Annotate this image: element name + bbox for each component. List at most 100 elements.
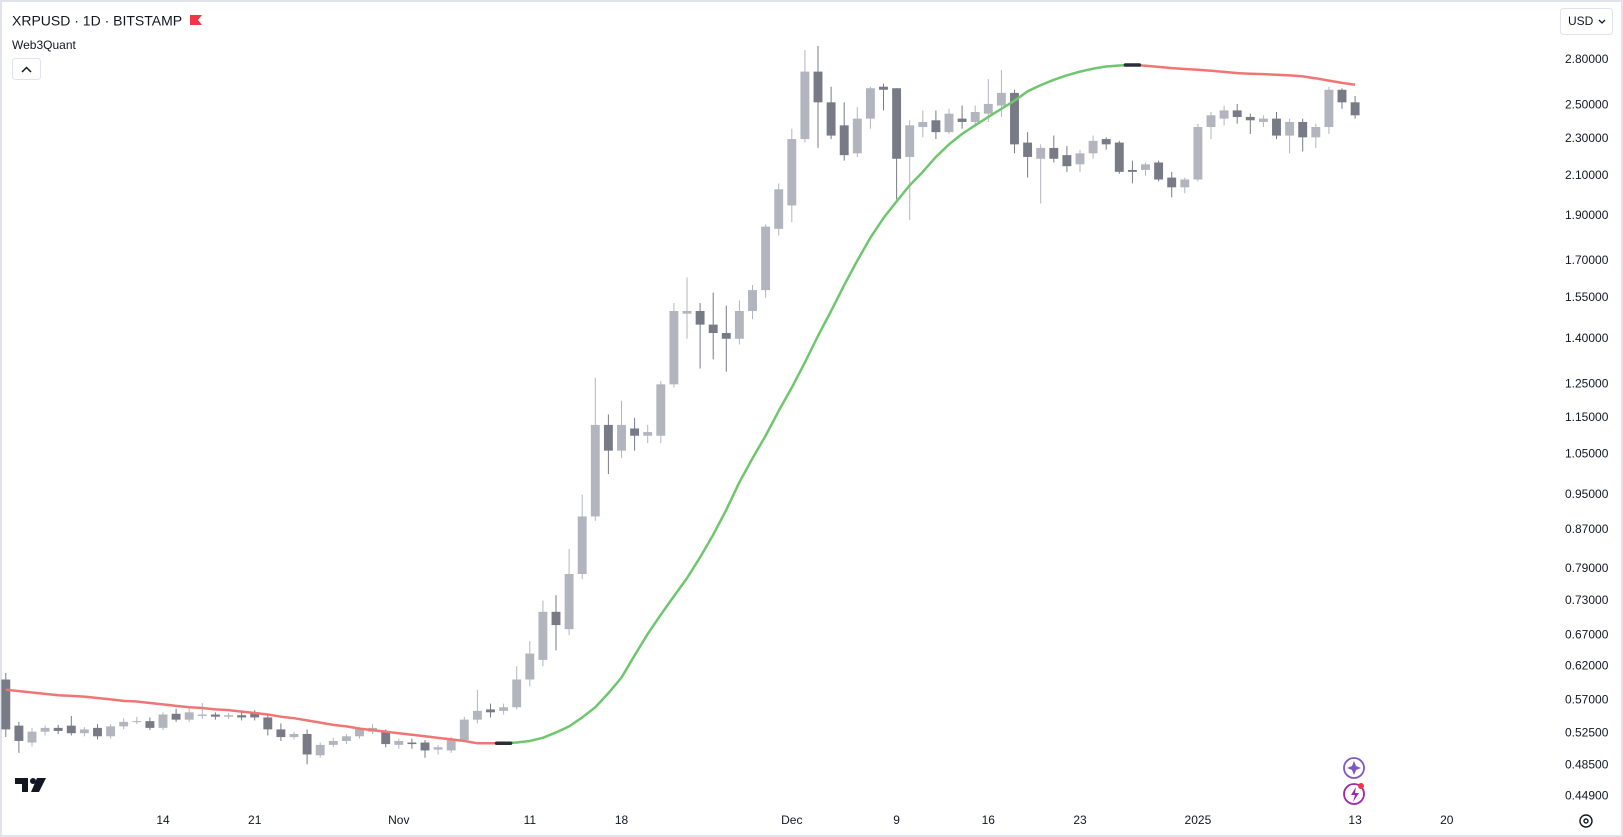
candle-body <box>446 740 456 751</box>
candle-body <box>813 71 823 103</box>
candle-body <box>905 125 915 157</box>
settings-icon[interactable] <box>1579 814 1593 828</box>
candle-body <box>1101 139 1111 145</box>
candle-body <box>276 729 286 738</box>
candle-body <box>1258 118 1268 122</box>
candle-body <box>499 707 509 711</box>
y-tick-label: 0.44900 <box>1565 788 1609 802</box>
candle-body <box>394 740 404 745</box>
y-tick-label: 2.30000 <box>1565 131 1609 145</box>
y-tick-label: 1.40000 <box>1565 331 1609 345</box>
y-tick-label: 2.10000 <box>1565 168 1609 182</box>
candle-body <box>1127 169 1137 172</box>
candle-body <box>66 725 76 734</box>
candle-body <box>1232 110 1242 117</box>
candle-body <box>132 721 142 723</box>
candle-body <box>355 729 364 737</box>
candle-body <box>1049 147 1059 159</box>
candle-body <box>197 714 207 716</box>
candle-body <box>1324 89 1334 128</box>
x-tick-label: 13 <box>1348 813 1362 827</box>
candle-body <box>538 611 548 660</box>
candle-body <box>381 731 391 745</box>
candle-body <box>263 717 273 730</box>
candle-body <box>525 653 535 680</box>
candle-body <box>695 310 705 325</box>
candle-body <box>708 324 718 334</box>
candle-body <box>237 715 247 718</box>
candle-body <box>774 189 784 229</box>
candle-body <box>53 727 63 731</box>
candle-body <box>158 714 168 728</box>
candle-body <box>734 310 744 339</box>
candle-body <box>328 740 338 745</box>
candle-body <box>93 727 102 737</box>
candle-body <box>682 310 692 314</box>
candle-body <box>617 424 626 451</box>
x-tick-label: 9 <box>893 813 900 827</box>
candle-body <box>224 715 233 717</box>
plot-area <box>1 45 1360 765</box>
candle-body <box>341 736 351 741</box>
candle-body <box>839 125 849 156</box>
x-tick-label: 20 <box>1440 813 1454 827</box>
candle-body <box>1245 116 1255 121</box>
candle-body <box>119 721 129 727</box>
candle-body <box>1 679 11 730</box>
y-tick-label: 0.73000 <box>1565 593 1609 607</box>
candle-body <box>79 729 89 734</box>
indicator-line <box>1132 63 1356 86</box>
candle-body <box>1088 140 1098 154</box>
candle-body <box>944 113 954 133</box>
chart-title: XRPUSD · 1D · BITSTAMP <box>12 13 182 29</box>
labels: 2.80000 2.50000 2.30000 2.10000 1.90000 1.700… <box>156 52 1608 827</box>
candle-body <box>970 112 980 122</box>
indicator-line <box>5 688 504 745</box>
y-tick-label: 1.90000 <box>1565 208 1609 222</box>
candle-body <box>1167 177 1177 188</box>
alerts-icon[interactable] <box>1343 783 1365 805</box>
candle-body <box>669 310 679 385</box>
candle-body <box>27 731 37 743</box>
assistant-icon[interactable] <box>1343 757 1365 779</box>
candle-body <box>433 747 443 750</box>
candle-body <box>250 712 260 718</box>
currency-dropdown[interactable]: USD <box>1560 8 1613 35</box>
candle-body <box>459 719 469 741</box>
candle-body <box>1180 179 1190 188</box>
candle-body <box>1010 92 1019 145</box>
candle-body <box>983 103 993 114</box>
tradingview-logo <box>15 778 46 792</box>
candle-body <box>761 226 771 291</box>
candle-body <box>656 384 666 436</box>
y-tick-label: 2.80000 <box>1565 52 1609 66</box>
candle-body <box>551 611 561 626</box>
candle-body <box>1298 121 1308 138</box>
candle-body <box>1023 142 1033 157</box>
candle-body <box>590 424 600 517</box>
candle-body <box>1285 121 1295 136</box>
y-tick-label: 1.25000 <box>1565 376 1609 390</box>
y-tick-label: 0.52500 <box>1565 725 1609 739</box>
candle-body <box>564 573 574 630</box>
x-tick-label: 11 <box>524 813 537 827</box>
y-tick-label: 2.50000 <box>1565 98 1609 112</box>
candle-body <box>643 432 653 436</box>
candle-body <box>1036 147 1046 159</box>
candle-body <box>1141 164 1150 170</box>
candle-body <box>787 139 797 206</box>
candle-body <box>996 92 1006 106</box>
candle-body <box>472 710 482 720</box>
y-tick-label: 0.87000 <box>1565 522 1609 536</box>
y-tick-label: 1.70000 <box>1565 253 1609 267</box>
x-tick-label: 23 <box>1073 813 1087 827</box>
y-tick-label: 0.62000 <box>1565 658 1609 672</box>
candle-body <box>210 714 220 717</box>
candle-body <box>106 726 116 737</box>
collapse-button[interactable] <box>12 58 41 80</box>
y-tick-label: 0.95000 <box>1565 487 1609 501</box>
candle-body <box>957 118 967 122</box>
candle-body <box>289 733 299 738</box>
candle-body <box>1311 127 1321 138</box>
